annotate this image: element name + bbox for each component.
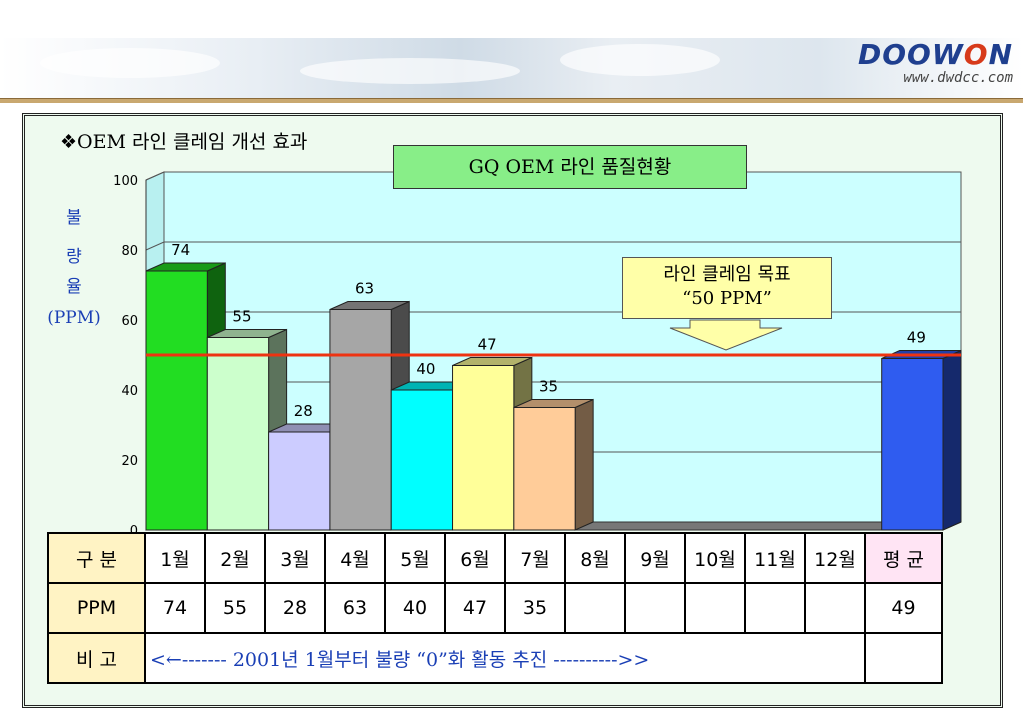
bar xyxy=(513,407,576,531)
remarks-text-prefix: <←------- 2001년 1월부터 xyxy=(150,648,376,671)
section-heading: ❖OEM 라인 클레임 개선 효과 xyxy=(60,131,308,153)
month-header: 2월 xyxy=(204,532,266,584)
data-label: 35 xyxy=(539,378,558,396)
ppm-cell: 28 xyxy=(264,582,326,634)
month-header: 1월 xyxy=(144,532,206,584)
remarks-text-highlight: 불량 “0”화 xyxy=(375,648,466,671)
data-label: 49 xyxy=(907,329,926,347)
bar xyxy=(881,358,944,531)
y-tick-label: 60 xyxy=(121,314,138,329)
data-label: 47 xyxy=(478,336,497,354)
y-axis-title-line: 량 xyxy=(66,247,82,267)
y-tick-label: 40 xyxy=(121,384,138,399)
month-header: 9월 xyxy=(624,532,686,584)
ppm-cell: 47 xyxy=(444,582,506,634)
y-axis-title-line: 불 xyxy=(66,208,82,228)
bar xyxy=(268,431,331,531)
banner-divider xyxy=(0,98,1023,103)
average-ppm-cell: 49 xyxy=(864,582,943,634)
gridline xyxy=(145,241,165,251)
data-label: 28 xyxy=(294,402,313,420)
month-header: 6월 xyxy=(444,532,506,584)
ppm-cell xyxy=(804,582,866,634)
bar-side xyxy=(942,349,962,531)
header-banner xyxy=(0,38,1023,98)
bar xyxy=(452,365,515,531)
row-label-category: 구 분 xyxy=(47,532,146,584)
data-label: 63 xyxy=(355,280,374,298)
chart-title: GQ OEM 라인 품질현황 xyxy=(393,145,747,189)
row-label-ppm: PPM xyxy=(47,582,146,634)
bar xyxy=(145,270,208,531)
average-header: 평 균 xyxy=(864,532,943,584)
month-header: 7월 xyxy=(504,532,566,584)
target-callout-line2: “50 PPM” xyxy=(682,288,772,309)
target-callout-line1: 라인 클레임 목표 xyxy=(663,264,791,285)
target-callout-arrow xyxy=(669,319,783,351)
table-row: PPM 74 55 28 63 40 47 35 49 xyxy=(47,582,943,634)
y-tick-label: 0 xyxy=(130,524,138,539)
bar-side xyxy=(574,398,594,531)
ppm-cell xyxy=(684,582,746,634)
month-header: 11월 xyxy=(744,532,806,584)
bar xyxy=(206,337,270,531)
y-axis-title-line: 율 xyxy=(66,277,82,297)
ppm-cell: 55 xyxy=(204,582,266,634)
remarks-average-cell xyxy=(864,632,943,684)
company-logo: DOOWON www.dwdcc.com xyxy=(857,38,1013,87)
remarks-cell: <←------- 2001년 1월부터 불량 “0”화 활동 추진 -----… xyxy=(144,632,866,684)
table-row: 구 분 1월 2월 3월 4월 5월 6월 7월 8월 9월 10월 11월 1… xyxy=(47,532,943,584)
ppm-cell: 63 xyxy=(324,582,386,634)
ppm-table: 구 분 1월 2월 3월 4월 5월 6월 7월 8월 9월 10월 11월 1… xyxy=(47,532,943,684)
month-header: 3월 xyxy=(264,532,326,584)
logo-brand: DOOWON xyxy=(857,38,1013,71)
bar xyxy=(329,309,392,531)
ppm-cell: 35 xyxy=(504,582,566,634)
y-tick-label: 100 xyxy=(113,174,138,189)
target-callout: 라인 클레임 목표 “50 PPM” xyxy=(622,257,832,319)
data-label: 74 xyxy=(171,241,190,259)
data-label: 40 xyxy=(416,360,435,378)
ppm-cell: 40 xyxy=(384,582,446,634)
y-axis-title-line: (PPM) xyxy=(47,308,101,328)
month-header: 5월 xyxy=(384,532,446,584)
ppm-cell xyxy=(744,582,806,634)
remarks-text-suffix: 활동 추진 ---------->> xyxy=(465,648,650,671)
bar xyxy=(390,389,454,531)
month-header: 4월 xyxy=(324,532,386,584)
logo-url: www.dwdcc.com xyxy=(903,70,1013,86)
row-label-remarks: 비 고 xyxy=(47,632,146,684)
ppm-cell: 74 xyxy=(144,582,206,634)
ppm-cell xyxy=(564,582,626,634)
y-tick-label: 20 xyxy=(121,454,138,469)
data-label: 55 xyxy=(232,308,251,326)
table-row: 비 고 <←------- 2001년 1월부터 불량 “0”화 활동 추진 -… xyxy=(47,632,943,684)
gridline xyxy=(145,171,165,181)
y-tick-label: 80 xyxy=(121,244,138,259)
month-header: 8월 xyxy=(564,532,626,584)
month-header: 12월 xyxy=(804,532,866,584)
ppm-cell xyxy=(624,582,686,634)
month-header: 10월 xyxy=(684,532,746,584)
